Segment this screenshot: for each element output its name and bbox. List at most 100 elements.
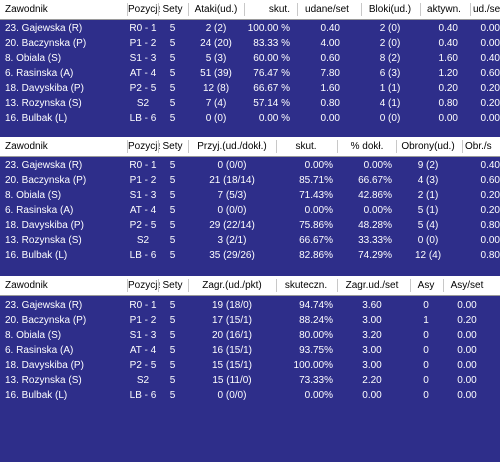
column-divider[interactable] xyxy=(276,279,277,292)
table-row[interactable]: 16. Bulbak (L) LB - 6 5 35 (29/26) 82.86… xyxy=(0,248,500,263)
table-row[interactable]: 16. Bulbak (L) LB - 6 5 0 (0) 0.00 % 0.0… xyxy=(0,111,500,126)
cell-blocks: 2 (0) xyxy=(379,38,401,49)
cell-player: 20. Baczynska (P) xyxy=(5,38,87,49)
column-divider[interactable] xyxy=(188,140,189,153)
col-header-player[interactable]: Zawodnik xyxy=(5,141,48,152)
table-row[interactable]: 23. Gajewska (R) R0 - 1 5 0 (0/0) 0.00% … xyxy=(0,158,500,173)
cell-blocks: 4 (1) xyxy=(379,98,401,109)
col-header-serves-per-set[interactable]: Zagr.ud./set xyxy=(345,280,399,291)
cell-efficiency: 100.00 % xyxy=(247,23,290,34)
table-row[interactable]: 18. Davyskiba (P) P2 - 5 5 15 (15/1) 100… xyxy=(0,358,500,373)
col-header-won-per-set[interactable]: udane/set xyxy=(305,4,349,15)
cell-aces-per-set: 0.00 xyxy=(457,375,477,386)
table-row[interactable]: 8. Obiala (S) S1 - 3 5 20 (16/1) 80.00% … xyxy=(0,328,500,343)
column-divider[interactable] xyxy=(127,279,128,292)
cell-won-per-set: 0.40 xyxy=(320,23,340,34)
cell-effectiveness: 88.24% xyxy=(299,315,333,326)
cell-player: 23. Gajewska (R) xyxy=(5,300,83,311)
cell-blocks-per-set: 0.00 xyxy=(480,38,500,49)
table-row[interactable]: 6. Rasinska (A) AT - 4 5 51 (39) 76.47 %… xyxy=(0,66,500,81)
col-header-player[interactable]: Zawodnik xyxy=(5,4,48,15)
column-divider[interactable] xyxy=(396,140,397,153)
cell-activity: 1.20 xyxy=(438,68,458,79)
column-divider[interactable] xyxy=(462,140,463,153)
col-header-blocks-per-set[interactable]: ud./se xyxy=(473,4,500,15)
column-divider[interactable] xyxy=(443,279,444,292)
col-header-sets[interactable]: Sety xyxy=(162,141,183,152)
cell-player: 18. Davyskiba (P) xyxy=(5,220,84,231)
column-divider[interactable] xyxy=(410,279,411,292)
cell-won-per-set: 0.00 xyxy=(320,113,340,124)
cell-effectiveness: 0.00% xyxy=(304,390,333,401)
cell-serves-per-set: 3.00 xyxy=(362,360,382,371)
cell-effectiveness: 100.00% xyxy=(293,360,333,371)
column-divider[interactable] xyxy=(337,279,338,292)
column-divider[interactable] xyxy=(420,3,421,16)
column-divider[interactable] xyxy=(337,140,338,153)
table-row[interactable]: 8. Obiala (S) S1 - 3 5 7 (5/3) 71.43% 42… xyxy=(0,188,500,203)
cell-activity: 0.00 xyxy=(438,113,458,124)
cell-sets: 5 xyxy=(169,23,176,34)
table-row[interactable]: 20. Baczynska (P) P1 - 2 5 24 (20) 83.33… xyxy=(0,36,500,51)
col-header-aces-per-set[interactable]: Asy/set xyxy=(450,280,484,291)
table-row[interactable]: 8. Obiala (S) S1 - 3 5 5 (3) 60.00 % 0.6… xyxy=(0,51,500,66)
col-header-sets[interactable]: Sety xyxy=(162,4,183,15)
column-divider[interactable] xyxy=(276,140,277,153)
cell-serves: 19 (18/0) xyxy=(211,300,253,311)
column-divider[interactable] xyxy=(188,3,189,16)
column-divider[interactable] xyxy=(361,3,362,16)
column-divider[interactable] xyxy=(158,3,159,16)
cell-efficiency: 75.86% xyxy=(299,220,333,231)
table-row[interactable]: 20. Baczynska (P) P1 - 2 5 17 (15/1) 88.… xyxy=(0,313,500,328)
cell-reception: 0 (0/0) xyxy=(217,205,247,216)
column-divider[interactable] xyxy=(158,140,159,153)
col-header-reception[interactable]: Przyj.(ud./dokł.) xyxy=(197,141,267,152)
cell-accuracy: 42.86% xyxy=(358,190,392,201)
col-header-position[interactable]: Pozycja xyxy=(128,141,160,152)
col-header-efficiency[interactable]: skut. xyxy=(295,141,317,152)
column-divider[interactable] xyxy=(127,3,128,16)
cell-blocks: 6 (3) xyxy=(379,68,401,79)
cell-position: LB - 6 xyxy=(129,113,157,124)
table-row[interactable]: 6. Rasinska (A) AT - 4 5 16 (15/1) 93.75… xyxy=(0,343,500,358)
table-row[interactable]: 18. Davyskiba (P) P2 - 5 5 12 (8) 66.67 … xyxy=(0,81,500,96)
column-divider[interactable] xyxy=(470,3,471,16)
col-header-attacks[interactable]: Ataki(ud.) xyxy=(194,4,238,15)
col-header-effectiveness[interactable]: skuteczn. xyxy=(284,280,328,291)
cell-activity: 0.80 xyxy=(438,98,458,109)
col-header-activity[interactable]: aktywn. xyxy=(427,4,461,15)
col-header-accuracy[interactable]: % dokł. xyxy=(350,141,384,152)
cell-position: P1 - 2 xyxy=(129,38,157,49)
cell-aces-per-set: 0.00 xyxy=(457,390,477,401)
table-row[interactable]: 23. Gajewska (R) R0 - 1 5 2 (2) 100.00 %… xyxy=(0,21,500,36)
table-row[interactable]: 13. Rozynska (S) S2 5 7 (4) 57.14 % 0.80… xyxy=(0,96,500,111)
column-divider[interactable] xyxy=(158,279,159,292)
cell-position: LB - 6 xyxy=(129,390,157,401)
table-row[interactable]: 16. Bulbak (L) LB - 6 5 0 (0/0) 0.00% 0.… xyxy=(0,388,500,403)
column-divider[interactable] xyxy=(244,3,245,16)
column-divider[interactable] xyxy=(297,3,298,16)
col-header-digs-per-set[interactable]: Obr./s xyxy=(465,141,492,152)
col-header-aces[interactable]: Asy xyxy=(417,280,435,291)
cell-reception: 29 (22/14) xyxy=(209,220,255,231)
col-header-serves[interactable]: Zagr.(ud./pkt) xyxy=(202,280,262,291)
col-header-player[interactable]: Zawodnik xyxy=(5,280,48,291)
col-header-digs[interactable]: Obrony(ud.) xyxy=(401,141,455,152)
column-divider[interactable] xyxy=(188,279,189,292)
col-header-sets[interactable]: Sety xyxy=(162,280,183,291)
table-row[interactable]: 23. Gajewska (R) R0 - 1 5 19 (18/0) 94.7… xyxy=(0,298,500,313)
table-row[interactable]: 18. Davyskiba (P) P2 - 5 5 29 (22/14) 75… xyxy=(0,218,500,233)
cell-efficiency: 0.00% xyxy=(304,160,333,171)
cell-won-per-set: 4.00 xyxy=(320,38,340,49)
column-divider[interactable] xyxy=(127,140,128,153)
cell-efficiency: 0.00 % xyxy=(258,113,290,124)
col-header-efficiency[interactable]: skut. xyxy=(268,4,290,15)
col-header-position[interactable]: Pozycja xyxy=(128,4,160,15)
table-row[interactable]: 20. Baczynska (P) P1 - 2 5 21 (18/14) 85… xyxy=(0,173,500,188)
cell-accuracy: 0.00% xyxy=(363,160,392,171)
table-row[interactable]: 13. Rozynska (S) S2 5 3 (2/1) 66.67% 33.… xyxy=(0,233,500,248)
table-row[interactable]: 13. Rozynska (S) S2 5 15 (11/0) 73.33% 2… xyxy=(0,373,500,388)
col-header-blocks[interactable]: Bloki(ud.) xyxy=(368,4,412,15)
table-row[interactable]: 6. Rasinska (A) AT - 4 5 0 (0/0) 0.00% 0… xyxy=(0,203,500,218)
col-header-position[interactable]: Pozycja xyxy=(128,280,160,291)
